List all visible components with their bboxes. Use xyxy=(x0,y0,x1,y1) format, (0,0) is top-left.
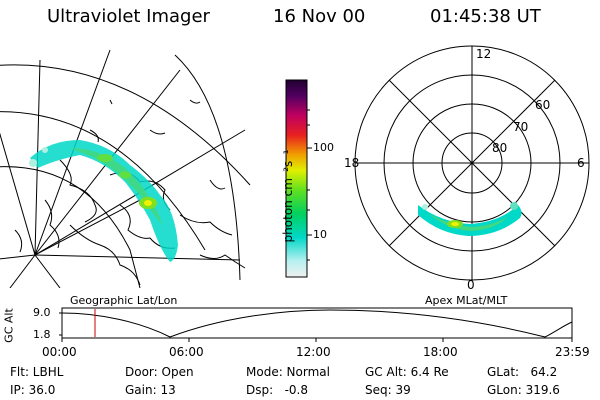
apex-panel-label: Apex MLat/MLT xyxy=(425,294,508,307)
ip-info: IP: 36.0 xyxy=(10,383,56,397)
gain-info: Gain: 13 xyxy=(125,383,176,397)
seq-info: Seq: 39 xyxy=(365,383,411,397)
dsp-info: Dsp: -0.8 xyxy=(246,383,309,397)
polar-plot xyxy=(354,45,590,281)
time-tick-2359: 23:59 xyxy=(555,345,590,359)
alt-tick-high: 9.0 xyxy=(33,306,51,319)
observation-date: 16 Nov 00 xyxy=(273,6,366,27)
time-tick-1800: 18:00 xyxy=(423,345,458,359)
gc-alt-info: GC Alt: 6.4 Re xyxy=(365,365,449,379)
instrument-title: Ultraviolet Imager xyxy=(47,6,210,27)
mlt-label-0: 0 xyxy=(467,278,475,292)
mlt-label-18: 18 xyxy=(344,156,360,170)
glon-info: GLon: 319.6 xyxy=(487,383,560,397)
aurora-geographic xyxy=(29,140,178,262)
colorbar xyxy=(285,79,312,278)
door-info: Door: Open xyxy=(125,365,194,379)
time-tick-0600: 06:00 xyxy=(169,345,204,359)
time-tick-0000: 00:00 xyxy=(42,345,77,359)
mlat-label-70: 70 xyxy=(513,120,529,134)
glat-info: GLat: 64.2 xyxy=(487,365,558,379)
geographic-panel-label: Geographic Lat/Lon xyxy=(70,294,178,307)
geographic-map xyxy=(0,49,251,288)
colorbar-tick-10: 10 xyxy=(313,228,327,241)
altitude-plot xyxy=(59,307,573,342)
filter-info: Flt: LBHL xyxy=(10,365,64,379)
colorbar-unit-label: photon cm⁻²s⁻¹ xyxy=(281,149,295,243)
mode-info: Mode: Normal xyxy=(246,365,330,379)
observation-time: 01:45:38 UT xyxy=(430,6,541,27)
mlt-label-6: 6 xyxy=(577,156,585,170)
colorbar-tick-100: 100 xyxy=(313,141,334,154)
alt-tick-low: 1.8 xyxy=(33,328,51,341)
gc-alt-axis-label: GC Alt xyxy=(2,308,16,343)
mlat-label-60: 60 xyxy=(535,98,551,112)
mlat-label-80: 80 xyxy=(492,141,508,155)
aurora-polar xyxy=(418,202,522,236)
mlt-label-12: 12 xyxy=(476,47,492,61)
time-tick-1200: 12:00 xyxy=(296,345,331,359)
